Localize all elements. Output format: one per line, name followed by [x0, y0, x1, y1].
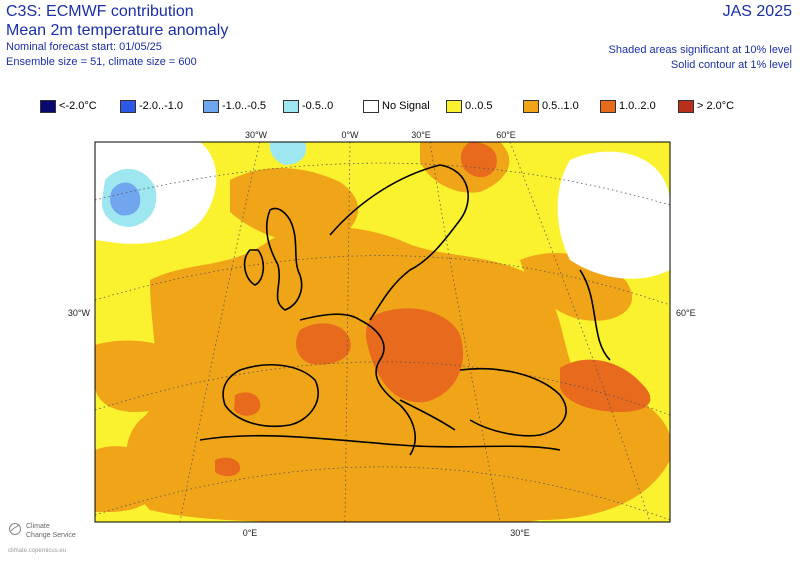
logo-text: Climate Change Service [26, 522, 86, 540]
legend-label: 0..0.5 [465, 100, 493, 112]
legend-item-minus05-0: -0.5..0 [283, 98, 333, 114]
region-cool-north [269, 142, 307, 165]
logo-line-2: Change Service [26, 532, 76, 539]
legend-swatch [446, 99, 462, 113]
footer-url: climate.copernicus.eu [8, 548, 67, 554]
logo-line-1: Climate [26, 523, 50, 530]
region-orange-atlantic [95, 340, 193, 412]
legend-label: No Signal [382, 100, 430, 112]
legend-swatch [678, 99, 694, 113]
left-label-30w: 30°W [68, 308, 91, 318]
forecast-start: Nominal forecast start: 01/05/25 [6, 41, 162, 53]
coastlines [199, 164, 611, 456]
bottom-label-0e: 0°E [243, 528, 258, 538]
legend-label: <-2.0°C [59, 100, 97, 112]
region-red-france [296, 323, 351, 365]
top-label-60e: 60°E [496, 130, 516, 140]
map-frame [94, 141, 671, 523]
region-red-turkey [560, 359, 651, 412]
legend-item-0-05: 0..0.5 [446, 98, 493, 114]
region-red-iberia [234, 392, 261, 416]
c3s-footer: Climate Change Service climate.copernicu… [8, 522, 86, 554]
legend-label: -2.0..-1.0 [139, 100, 184, 112]
map-title: C3S: ECMWF contribution [6, 3, 194, 20]
legend-label: -1.0..-0.5 [222, 100, 267, 112]
legend-item-1-2: 1.0..2.0 [600, 98, 656, 114]
legend-swatch [120, 99, 136, 113]
legend-item-minus2-minus1: -2.0..-1.0 [120, 98, 183, 114]
legend-swatch [523, 99, 539, 113]
season-label: JAS 2025 [722, 3, 792, 20]
legend-item-05-1: 0.5..1.0 [523, 98, 579, 114]
map-area: 30°W 0°W 30°E 60°E 30°W 60°E 0°E 30°E [0, 120, 800, 550]
anomaly-map: 30°W 0°W 30°E 60°E 30°W 60°E 0°E 30°E [68, 130, 696, 538]
right-label-60e: 60°E [676, 308, 696, 318]
legend-item-lt-minus2: <-2.0°C [40, 98, 97, 114]
top-label-30e: 30°E [411, 130, 431, 140]
shading-note: Shaded areas significant at 10% level [608, 44, 792, 56]
map-subtitle: Mean 2m temperature anomaly [6, 22, 229, 39]
map-field [95, 142, 670, 522]
top-label-0w: 0°W [341, 130, 359, 140]
top-label-30w: 30°W [245, 130, 268, 140]
legend-label: -0.5..0 [302, 100, 334, 112]
graticule [95, 142, 670, 522]
region-orange-sw [95, 446, 161, 512]
legend-swatch [363, 99, 379, 113]
region-red-balkans [366, 308, 464, 403]
region-red-africa [215, 457, 241, 477]
legend-label: > 2.0°C [697, 100, 735, 112]
header-left: C3S: ECMWF contribution Mean 2m temperat… [6, 2, 228, 70]
header-right: JAS 2025 Shaded areas significant at 10%… [609, 2, 792, 73]
region-no-signal-urals [557, 151, 670, 279]
legend-item-minus1-minus05: -1.0..-0.5 [203, 98, 266, 114]
legend-label: 1.0..2.0 [619, 100, 656, 112]
legend-swatch [40, 99, 56, 113]
legend-item-no-signal: No Signal [363, 98, 430, 114]
legend-label: 0.5..1.0 [542, 100, 579, 112]
region-orange-north-sea [230, 167, 359, 243]
legend-swatch [203, 99, 219, 113]
bottom-label-30e: 30°E [510, 528, 530, 538]
legend-item-gt-2: > 2.0°C [678, 98, 734, 114]
region-cool-medium [110, 182, 141, 216]
ensemble-size: Ensemble size = 51, climate size = 600 [6, 56, 197, 68]
legend-swatch [600, 99, 616, 113]
color-legend: <-2.0°C -2.0..-1.0 -1.0..-0.5 -0.5..0 No… [40, 98, 780, 114]
legend-swatch [283, 99, 299, 113]
contour-note: Solid contour at 1% level [670, 59, 792, 71]
copernicus-logo-icon [9, 523, 21, 535]
